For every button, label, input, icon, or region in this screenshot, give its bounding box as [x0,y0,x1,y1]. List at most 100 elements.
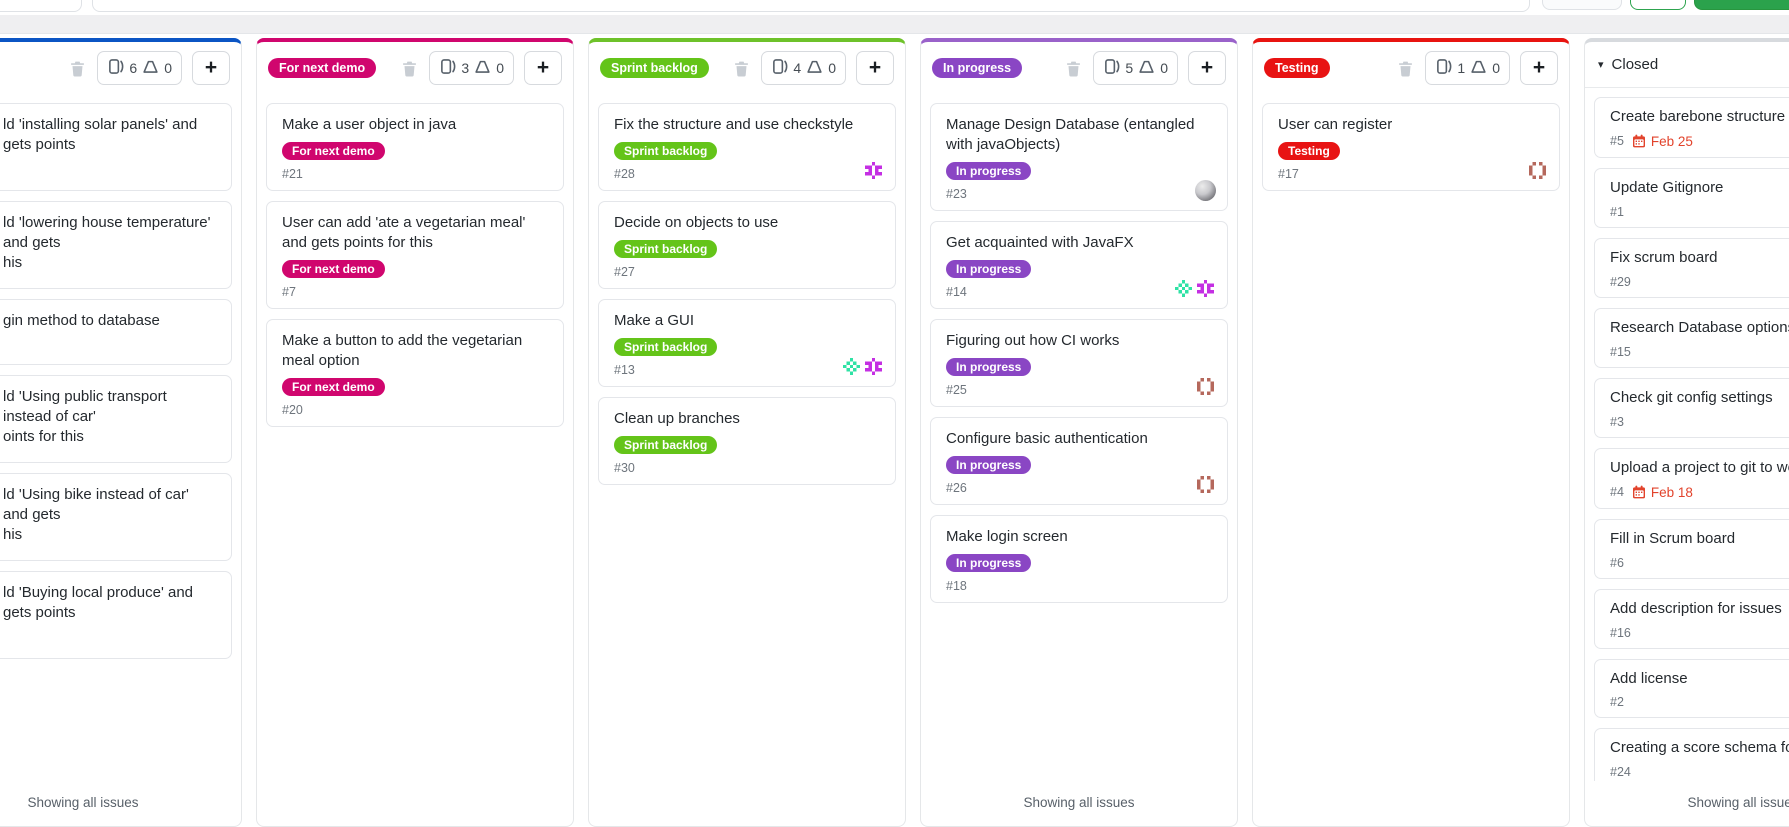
card-title: Figuring out how CI works [946,331,1120,349]
card[interactable]: Clean up branches Sprint backlog #30 [598,396,896,485]
card-title: ld 'Buying local produce' and gets point… [3,584,194,621]
column-header: ▾ Closed [1585,42,1789,88]
card[interactable]: ld 'Using public transport instead of ca… [0,375,232,463]
card[interactable]: Decide on objects to use Sprint backlog #2… [598,200,896,289]
add-card-button[interactable]: + [524,51,562,85]
card[interactable]: Fix scrum board #29 [1594,237,1789,298]
card[interactable]: Manage Design Database (entangled with j… [930,103,1228,211]
trash-icon[interactable] [69,59,87,77]
identicon-purple-avatar [1195,277,1216,299]
toolbar-button-secondary[interactable] [1542,0,1622,10]
card-label: Sprint backlog [614,141,718,160]
card-meta: #23 [946,187,1212,201]
card-title: Fill in Scrum board [1610,529,1736,547]
card-meta: #30 [614,461,880,475]
toolbar-button-green-outline[interactable] [1630,0,1686,10]
trash-icon[interactable] [1065,59,1083,77]
card-label: For next demo [282,377,385,396]
card[interactable]: Make a GUI Sprint backlog #13 [598,298,896,387]
add-card-button[interactable]: + [1520,51,1558,85]
card[interactable]: Figuring out how CI works In progress #25 [930,318,1228,407]
card-meta: #18 [946,579,1212,593]
card-meta: #21 [282,167,548,181]
card-label: Sprint backlog [614,337,718,356]
column-label: Closed [1611,56,1659,73]
issue-number: #1 [1610,204,1624,219]
toolbar [0,0,1789,34]
card-meta: #27 [614,265,880,279]
card-meta: #3 [1610,415,1789,429]
card-title: Fix the structure and use checkstyle [614,116,854,133]
card-title: Get acquainted with JavaFX [946,233,1134,251]
trash-icon[interactable] [1397,59,1415,77]
card-meta: #14 [946,285,1212,299]
card-label-row: Testing [1278,141,1544,160]
card[interactable]: ld 'Using bike instead of car' and gets … [0,473,232,561]
triangle-count: 0 [496,60,504,76]
card-meta: #24 [1610,765,1789,779]
card[interactable]: Make a button to add the vegetarian meal… [266,318,564,427]
add-card-button[interactable]: + [856,51,894,85]
card-title: Upload a project to git to work from [1610,458,1789,476]
triangle-count: 0 [828,60,836,76]
card-count: 6 [129,60,138,76]
triangle-count: 0 [164,60,172,76]
card[interactable]: Update Gitignore #1 [1594,167,1789,228]
add-card-button[interactable]: + [192,51,230,85]
card-title: Make a GUI [614,311,695,329]
card[interactable]: User can add 'ate a vegetarian meal' and… [266,200,564,309]
card[interactable]: Create barebone structure Client-Server #… [1594,97,1789,158]
card-title: Creating a score schema footprint [1610,739,1789,757]
issue-number: #20 [282,402,303,417]
card[interactable]: User can register Testing #17 [1262,103,1560,191]
issue-number: #4 [1610,485,1624,500]
card-count-icon [771,58,788,78]
calendar-icon [1632,485,1645,499]
card-label-row: Sprint backlog [614,141,880,160]
collapse-closed-button[interactable]: ▾ Closed [1598,56,1658,73]
issue-number: #27 [614,264,635,279]
card[interactable]: gin method to database [0,299,232,365]
card[interactable]: Make a user object in java For next demo #… [266,103,564,191]
card-title: Research Database options ((No)SQL) [1610,318,1789,336]
column-closed: ▾ Closed Create barebone structure Clien… [1584,38,1789,827]
card-count: 1 [1457,60,1466,76]
card[interactable]: ld 'installing solar panels' and gets po… [0,103,232,191]
assignee-avatars [1195,179,1216,201]
card-count-icon [439,58,456,78]
card[interactable]: ld 'Buying local produce' and gets point… [0,571,232,659]
card[interactable]: Add description for issues #16 [1594,588,1789,649]
add-card-button[interactable]: + [1188,51,1226,85]
card[interactable]: Research Database options ((No)SQL) #15 [1594,307,1789,368]
card-title: gin method to database [3,312,160,329]
card-title: Make a button to add the vegetarian meal… [282,331,523,369]
column-header: 6 0 + [0,42,241,94]
issue-number: #29 [1610,274,1631,289]
trash-icon[interactable] [401,59,419,77]
card[interactable]: Make login screen In progress #18 [930,514,1228,603]
card[interactable]: Configure basic authentication In progres… [930,416,1228,505]
card[interactable]: ld 'lowering house temperature' and gets… [0,201,232,289]
card-title: User can add 'ate a vegetarian meal' and… [282,213,526,251]
card[interactable]: Upload a project to git to work from #4 F… [1594,447,1789,509]
toolbar-button-green-primary[interactable] [1694,0,1789,10]
column-todo: 6 0 + ld 'installing solar panels' and g… [0,38,242,827]
card[interactable]: Fix the structure and use checkstyle Spri… [598,103,896,191]
assignee-avatars [1195,473,1216,495]
search-input[interactable] [92,0,1530,12]
card-title: Fix scrum board [1610,248,1718,266]
card[interactable]: Creating a score schema footprint #24 [1594,728,1789,781]
card-list: Make a user object in java For next demo #… [257,94,573,826]
card[interactable]: Fill in Scrum board #6 [1594,518,1789,579]
card-counter: 4 0 [761,51,846,85]
card[interactable]: Get acquainted with JavaFX In progress #14 [930,220,1228,309]
card-meta: #1 [1610,205,1789,219]
card[interactable]: Add license #2 [1594,658,1789,719]
toolbar-left-button[interactable] [0,0,82,12]
issue-number: #26 [946,480,967,495]
card-count: 4 [793,60,802,76]
card-label: Sprint backlog [614,239,718,258]
card-label: In progress [946,259,1032,278]
trash-icon[interactable] [733,59,751,77]
card[interactable]: Check git config settings #3 [1594,377,1789,438]
